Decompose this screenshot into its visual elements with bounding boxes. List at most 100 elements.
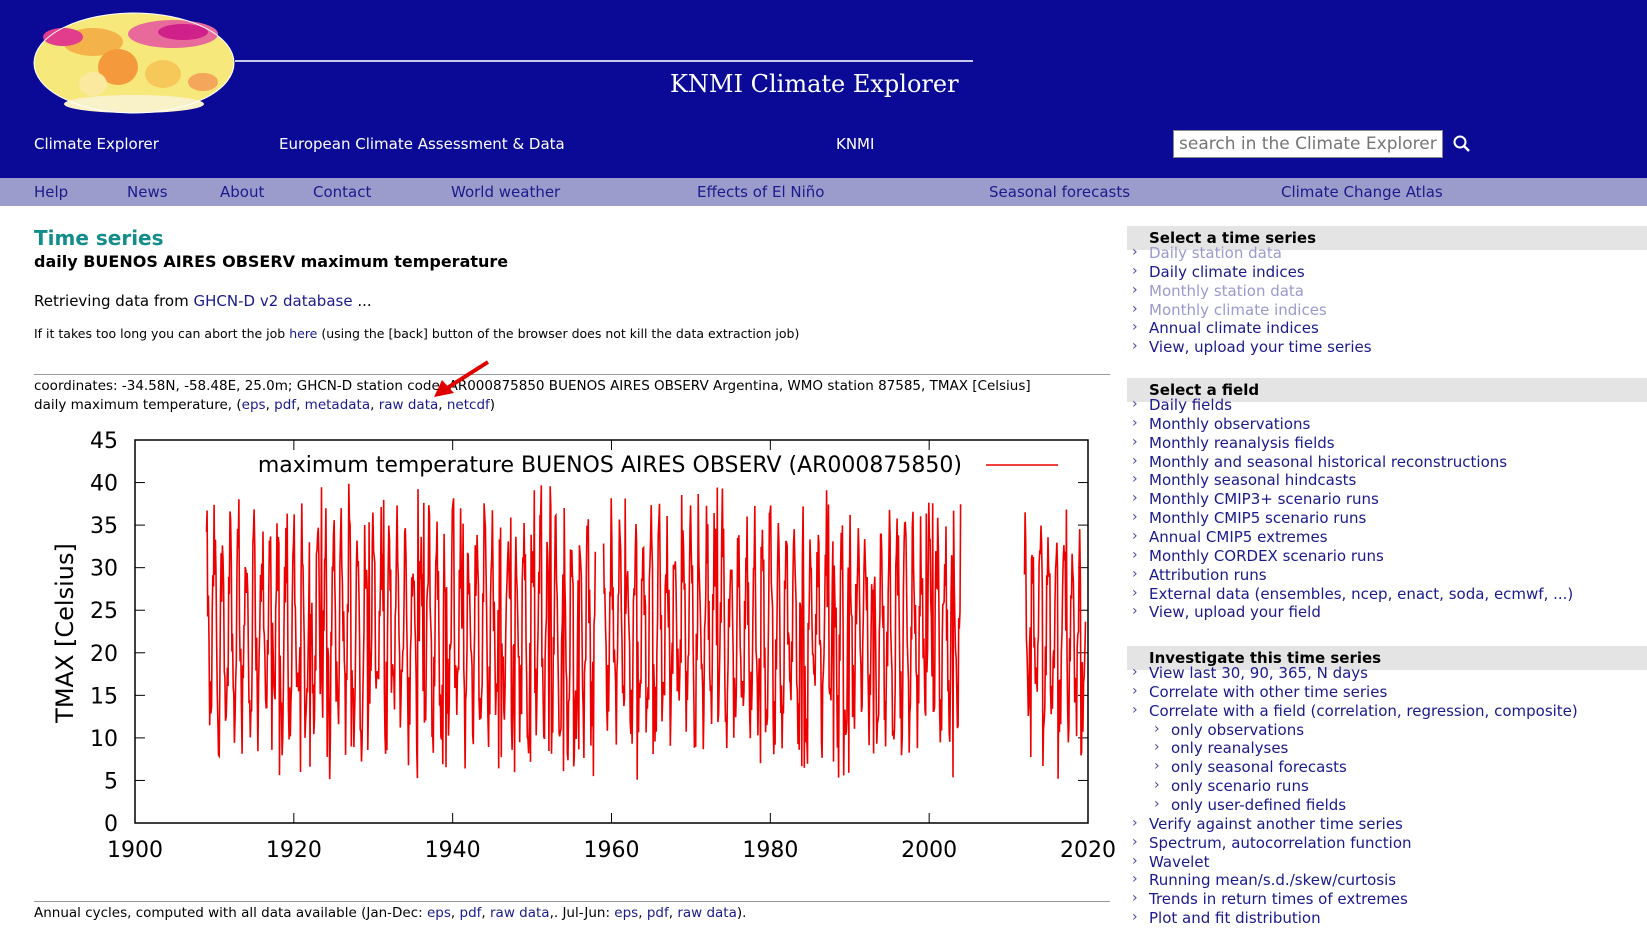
sidebar-item-label[interactable]: only seasonal forecasts — [1171, 758, 1347, 777]
page-title: Time series — [34, 226, 164, 250]
nav-knmi[interactable]: KNMI — [836, 135, 875, 153]
sidebar-item[interactable]: › only observations — [1154, 720, 1305, 739]
sidebar-item-label[interactable]: Verify against another time series — [1149, 814, 1403, 833]
sidebar-item-label[interactable]: Plot and fit distribution — [1149, 909, 1321, 928]
sidebar-item-label[interactable]: Monthly CMIP3+ scenario runs — [1149, 490, 1379, 509]
search-input[interactable] — [1173, 130, 1443, 158]
chevron-right-icon: › — [1132, 852, 1138, 869]
y-axis-label: TMAX [Celsius] — [51, 543, 79, 724]
sidebar-item[interactable]: › View last 30, 90, 365, N days — [1132, 664, 1368, 682]
chevron-right-icon: › — [1132, 603, 1138, 620]
sidebar-item[interactable]: › Running mean/s.d./skew/curtosis — [1132, 871, 1397, 890]
sidebar-item[interactable]: › Monthly CMIP3+ scenario runs — [1132, 490, 1379, 509]
menu-seasonal-forecasts[interactable]: Seasonal forecasts — [989, 183, 1131, 201]
menu-contact[interactable]: Contact — [313, 183, 372, 201]
sidebar-item-label[interactable]: Monthly CORDEX scenario runs — [1149, 546, 1384, 565]
site-header: KNMI Climate Explorer Climate Explorer E… — [0, 0, 1647, 178]
sidebar-item[interactable]: › Verify against another time series — [1132, 814, 1403, 833]
menu-help[interactable]: Help — [34, 183, 69, 201]
sidebar-item-label[interactable]: Monthly observations — [1149, 414, 1311, 433]
download-netcdf-link[interactable]: netcdf — [446, 397, 490, 413]
y-tick-label: 35 — [90, 514, 118, 539]
chevron-right-icon: › — [1132, 664, 1138, 680]
sidebar-item[interactable]: › Daily climate indices — [1132, 262, 1305, 281]
sidebar-item-label[interactable]: only reanalyses — [1171, 739, 1289, 758]
annual-jan-raw-link[interactable]: raw data — [490, 905, 550, 921]
sidebar-item[interactable]: › only reanalyses — [1154, 739, 1289, 758]
menu-about[interactable]: About — [220, 183, 265, 201]
annual-jan-pdf-link[interactable]: pdf — [459, 905, 482, 921]
sidebar-item[interactable]: › Monthly and seasonal historical reconst… — [1132, 452, 1508, 471]
abort-suffix: (using the [back] button of the browser … — [317, 326, 800, 341]
sidebar-item-label[interactable]: Correlate with a field (correlation, reg… — [1149, 701, 1578, 720]
sidebar-item[interactable]: › View, upload your field — [1132, 603, 1321, 622]
chevron-right-icon: › — [1132, 871, 1138, 888]
sidebar-item[interactable]: › View, upload your time series — [1132, 338, 1372, 357]
sidebar-section-title: Investigate this time series — [1149, 649, 1382, 667]
abort-here-link[interactable]: here — [289, 326, 318, 341]
sidebar-item-label[interactable]: View, upload your field — [1149, 603, 1321, 622]
download-raw-data-link[interactable]: raw data — [378, 397, 439, 413]
sidebar-item-label[interactable]: only observations — [1171, 720, 1305, 739]
nav-climate-explorer[interactable]: Climate Explorer — [34, 135, 159, 153]
sidebar-section-title: Select a field — [1149, 381, 1260, 399]
nav-eca-d[interactable]: European Climate Assessment & Data — [279, 135, 565, 153]
download-metadata-link[interactable]: metadata — [304, 397, 371, 413]
sidebar-item-label[interactable]: View last 30, 90, 365, N days — [1149, 664, 1368, 682]
annual-jul-pdf-link[interactable]: pdf — [646, 905, 669, 921]
sidebar-item[interactable]: › Annual CMIP5 extremes — [1132, 527, 1328, 546]
annual-cycles-text: Annual cycles, computed with all data av… — [34, 905, 747, 921]
sidebar-item-label[interactable]: Trends in return times of extremes — [1149, 890, 1408, 909]
sidebar-item-label[interactable]: Annual climate indices — [1149, 319, 1319, 338]
menu-el-nino[interactable]: Effects of El Niño — [697, 183, 825, 201]
sidebar-item-label[interactable]: Running mean/s.d./skew/curtosis — [1149, 871, 1397, 890]
menu-climate-change-atlas[interactable]: Climate Change Atlas — [1281, 183, 1443, 201]
sidebar-item[interactable]: › only user-defined fields — [1154, 795, 1347, 814]
sidebar-item[interactable]: › Wavelet — [1132, 852, 1210, 871]
sidebar-item[interactable]: › Correlate with a field (correlation, re… — [1132, 701, 1578, 720]
search-icon[interactable] — [1450, 132, 1474, 156]
sidebar-item-label[interactable]: View, upload your time series — [1149, 338, 1372, 357]
sidebar-item[interactable]: › Monthly observations — [1132, 414, 1311, 433]
sidebar-item-label[interactable]: Attribution runs — [1149, 565, 1267, 584]
sidebar-item-label[interactable]: only user-defined fields — [1171, 795, 1347, 814]
sidebar-item[interactable]: › Monthly reanalysis fields — [1132, 433, 1335, 452]
sidebar-item-label[interactable]: Spectrum, autocorrelation function — [1149, 833, 1412, 852]
sidebar-item[interactable]: › Monthly CMIP5 scenario runs — [1132, 509, 1367, 528]
chevron-right-icon: › — [1132, 244, 1138, 260]
abort-prefix: If it takes too long you can abort the j… — [34, 326, 290, 341]
sidebar-item[interactable]: › Spectrum, autocorrelation function — [1132, 833, 1412, 852]
sidebar-item[interactable]: › only scenario runs — [1154, 777, 1309, 796]
time-series-chart: 0 5 10 15 20 25 30 35 40 45 1900 1920 1940 1960 1980 20… — [51, 429, 1116, 863]
sidebar-item[interactable]: › External data (ensembles, ncep, enact, … — [1132, 584, 1574, 603]
sidebar-item-label[interactable]: External data (ensembles, ncep, enact, s… — [1149, 584, 1574, 603]
sidebar-item[interactable]: › Daily fields — [1132, 396, 1232, 414]
sidebar-item-label[interactable]: Monthly seasonal hindcasts — [1149, 471, 1357, 490]
sidebar-item[interactable]: › Attribution runs — [1132, 565, 1267, 584]
menu-world-weather[interactable]: World weather — [451, 183, 561, 201]
download-eps-link[interactable]: eps — [241, 397, 266, 413]
sidebar-item[interactable]: › Monthly CORDEX scenario runs — [1132, 546, 1384, 565]
annual-jan-eps-link[interactable]: eps — [426, 905, 451, 921]
annual-jul-raw-link[interactable]: raw data — [677, 905, 737, 921]
sidebar-item-label[interactable]: Daily climate indices — [1149, 262, 1305, 281]
ghcnd-database-link[interactable]: GHCN-D v2 database — [193, 292, 353, 310]
sidebar-item-label[interactable]: Monthly CMIP5 scenario runs — [1149, 509, 1367, 528]
sidebar-item[interactable]: › Monthly seasonal hindcasts — [1132, 471, 1357, 490]
sidebar-item[interactable]: › Plot and fit distribution — [1132, 909, 1321, 928]
sidebar-item[interactable]: › Correlate with other time series — [1132, 682, 1388, 701]
sidebar-item-label[interactable]: Daily fields — [1149, 396, 1232, 414]
sidebar-item-label[interactable]: Annual CMIP5 extremes — [1149, 527, 1328, 546]
sidebar-item[interactable]: › Trends in return times of extremes — [1132, 890, 1408, 909]
annual-jul-eps-link[interactable]: eps — [614, 905, 639, 921]
sidebar-item-label[interactable]: Correlate with other time series — [1149, 682, 1388, 701]
menu-news[interactable]: News — [127, 183, 168, 201]
sidebar-item-label[interactable]: only scenario runs — [1171, 777, 1309, 796]
world-map-logo[interactable] — [33, 12, 235, 114]
download-pdf-link[interactable]: pdf — [274, 397, 297, 413]
sidebar-item-label[interactable]: Monthly and seasonal historical reconstr… — [1149, 452, 1508, 471]
sidebar-item[interactable]: › only seasonal forecasts — [1154, 758, 1347, 777]
sidebar-item[interactable]: › Annual climate indices — [1132, 319, 1319, 338]
sidebar-item-label[interactable]: Wavelet — [1149, 852, 1210, 871]
sidebar-item-label[interactable]: Monthly reanalysis fields — [1149, 433, 1335, 452]
